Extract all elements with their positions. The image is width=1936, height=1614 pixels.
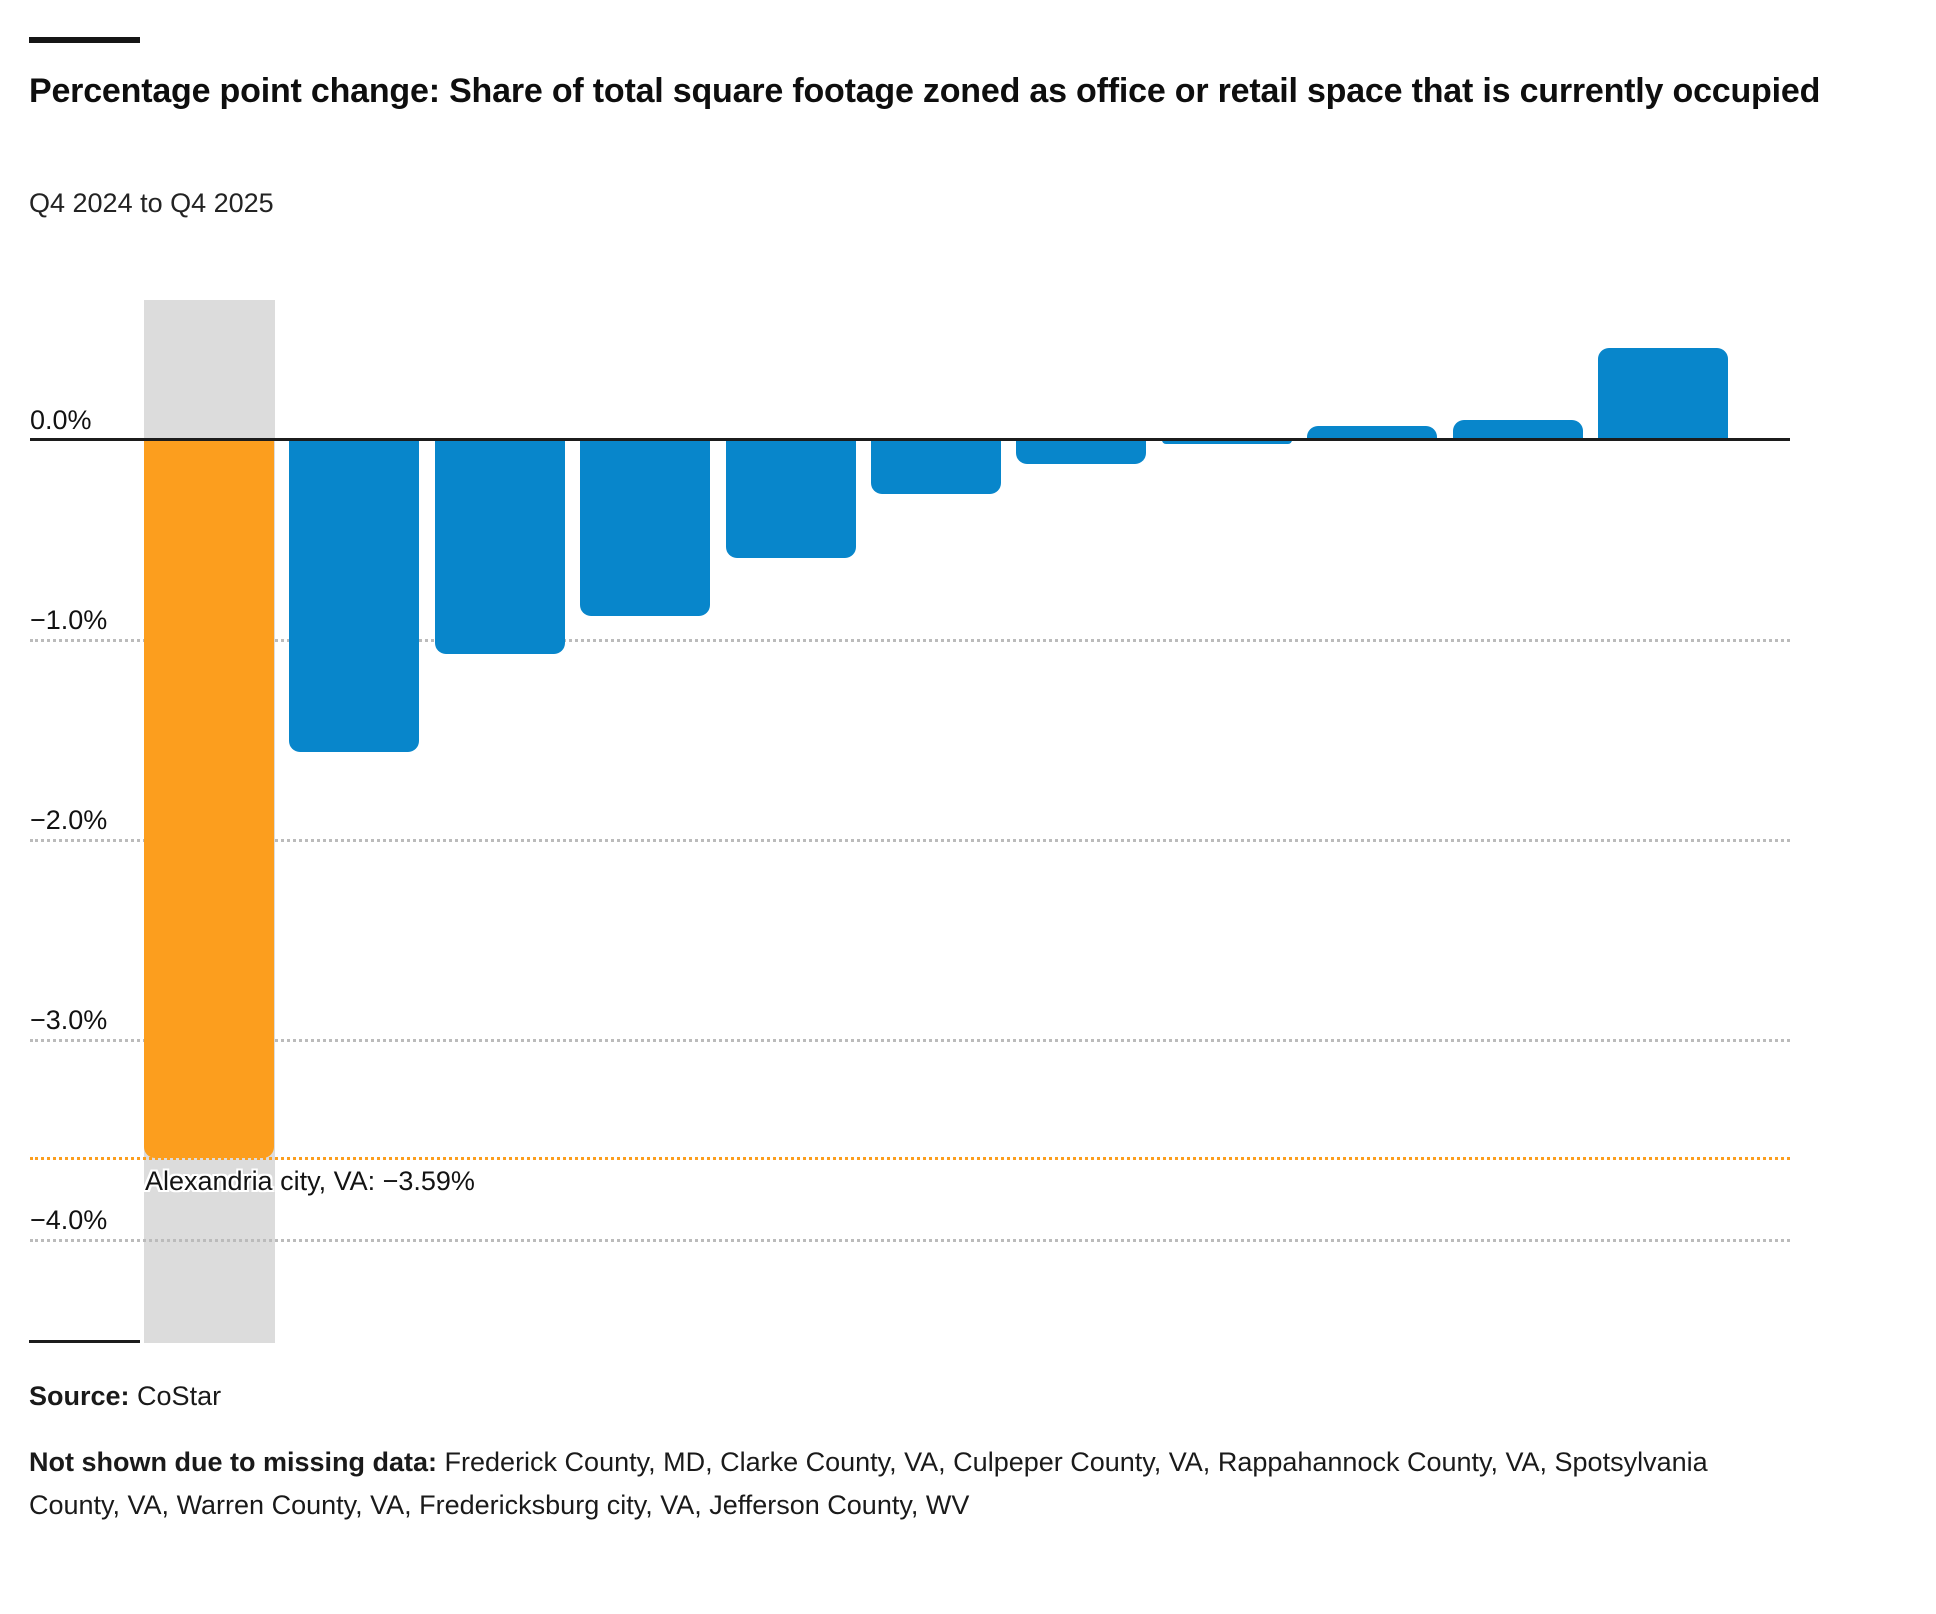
y-tick-label: −4.0% bbox=[30, 1205, 108, 1235]
missing-data-note-label: Not shown due to missing data: bbox=[29, 1447, 438, 1477]
gridline-−3.0% bbox=[30, 1039, 1790, 1042]
y-tick-label: −3.0% bbox=[30, 1005, 108, 1035]
bar bbox=[1161, 440, 1292, 444]
bar bbox=[871, 440, 1001, 494]
y-tick-label: −1.0% bbox=[30, 605, 108, 635]
zero-axis-line bbox=[30, 438, 1790, 441]
source-line: Source: CoStar bbox=[29, 1379, 221, 1413]
y-tick-label: −2.0% bbox=[30, 805, 108, 835]
source-value: CoStar bbox=[137, 1381, 222, 1411]
bar bbox=[1307, 426, 1438, 440]
chart-title: Percentage point change: Share of total … bbox=[29, 72, 1821, 110]
gridline-−2.0% bbox=[30, 839, 1790, 842]
y-tick-label: 0.0% bbox=[30, 405, 92, 435]
annotation-line bbox=[30, 1157, 1790, 1160]
bar bbox=[1452, 420, 1583, 440]
bar bbox=[1598, 348, 1728, 440]
kicker-dash bbox=[29, 37, 140, 43]
bar bbox=[580, 440, 711, 616]
chart-subtitle: Q4 2024 to Q4 2025 bbox=[29, 188, 274, 218]
gridline-−1.0% bbox=[30, 639, 1790, 642]
bar bbox=[725, 440, 856, 558]
bar bbox=[434, 440, 565, 654]
bar bbox=[1016, 440, 1147, 464]
gridline-−4.0% bbox=[30, 1239, 1790, 1242]
missing-data-note-text: Frederick County, MD, Clarke County, VA,… bbox=[29, 1447, 1708, 1520]
annotation-label: Alexandria city, VA: −3.59% bbox=[145, 1166, 475, 1196]
bar-highlighted bbox=[144, 440, 274, 1158]
axis-stub bbox=[29, 1340, 140, 1343]
bar bbox=[289, 440, 420, 752]
source-label: Source: bbox=[29, 1381, 130, 1411]
missing-data-note: Not shown due to missing data: Frederick… bbox=[29, 1441, 1729, 1527]
